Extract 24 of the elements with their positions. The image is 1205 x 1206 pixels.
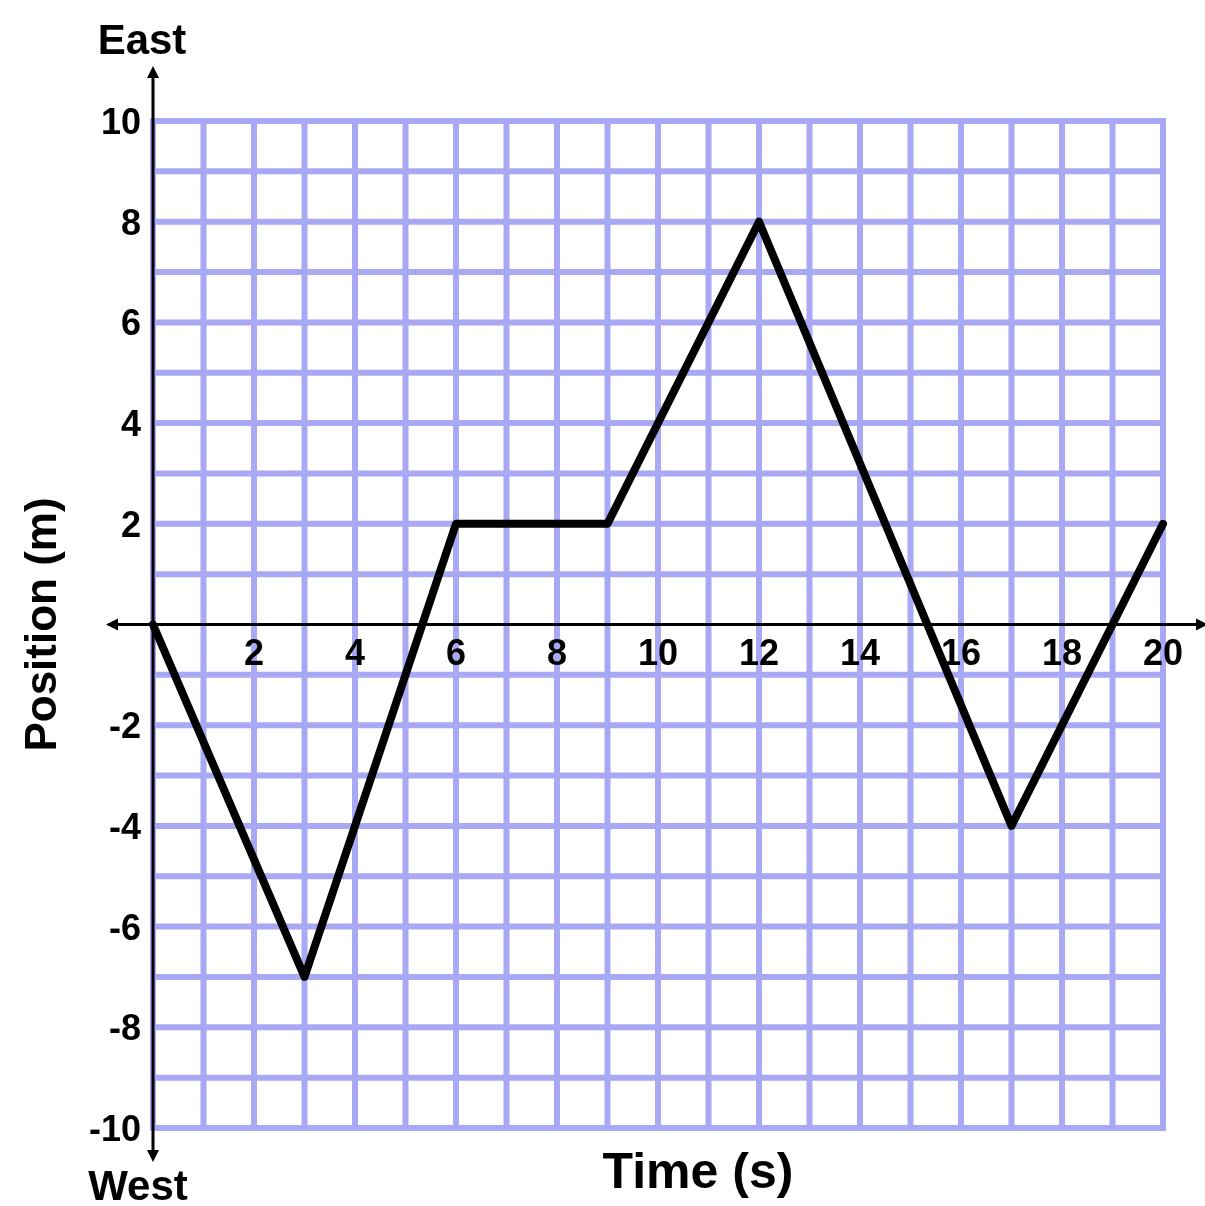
x-tick-label: 2 [243, 631, 265, 673]
x-tick-label: 12 [738, 631, 780, 673]
y-tick-label: -8 [108, 1007, 141, 1049]
x-tick-label: 18 [1041, 631, 1083, 673]
y-tick-label: 6 [120, 302, 141, 344]
x-tick-label: 4 [344, 631, 366, 673]
y-tick-label: 4 [120, 403, 141, 445]
y-tick-label: -2 [108, 705, 141, 747]
text: West [88, 1162, 188, 1206]
x-tick-label: 10 [637, 631, 679, 673]
x-tick-label: 6 [445, 631, 467, 673]
x-tick-label: 20 [1142, 631, 1184, 673]
y-tick-label: 10 [100, 101, 141, 142]
y-axis-title: Position (m) [16, 497, 65, 752]
y-tick-label: -6 [108, 906, 141, 948]
x-tick-label: 14 [839, 631, 881, 673]
y-tick-label: 8 [120, 201, 141, 243]
x-tick-label: 16 [940, 631, 982, 673]
y-tick-label: 2 [120, 503, 141, 545]
x-axis-title: Time (s) [602, 1143, 794, 1199]
x-tick-label: 8 [546, 631, 568, 673]
text: East [97, 16, 187, 63]
y-tick-label: -4 [108, 805, 141, 847]
y-tick-label: -10 [88, 1108, 141, 1149]
